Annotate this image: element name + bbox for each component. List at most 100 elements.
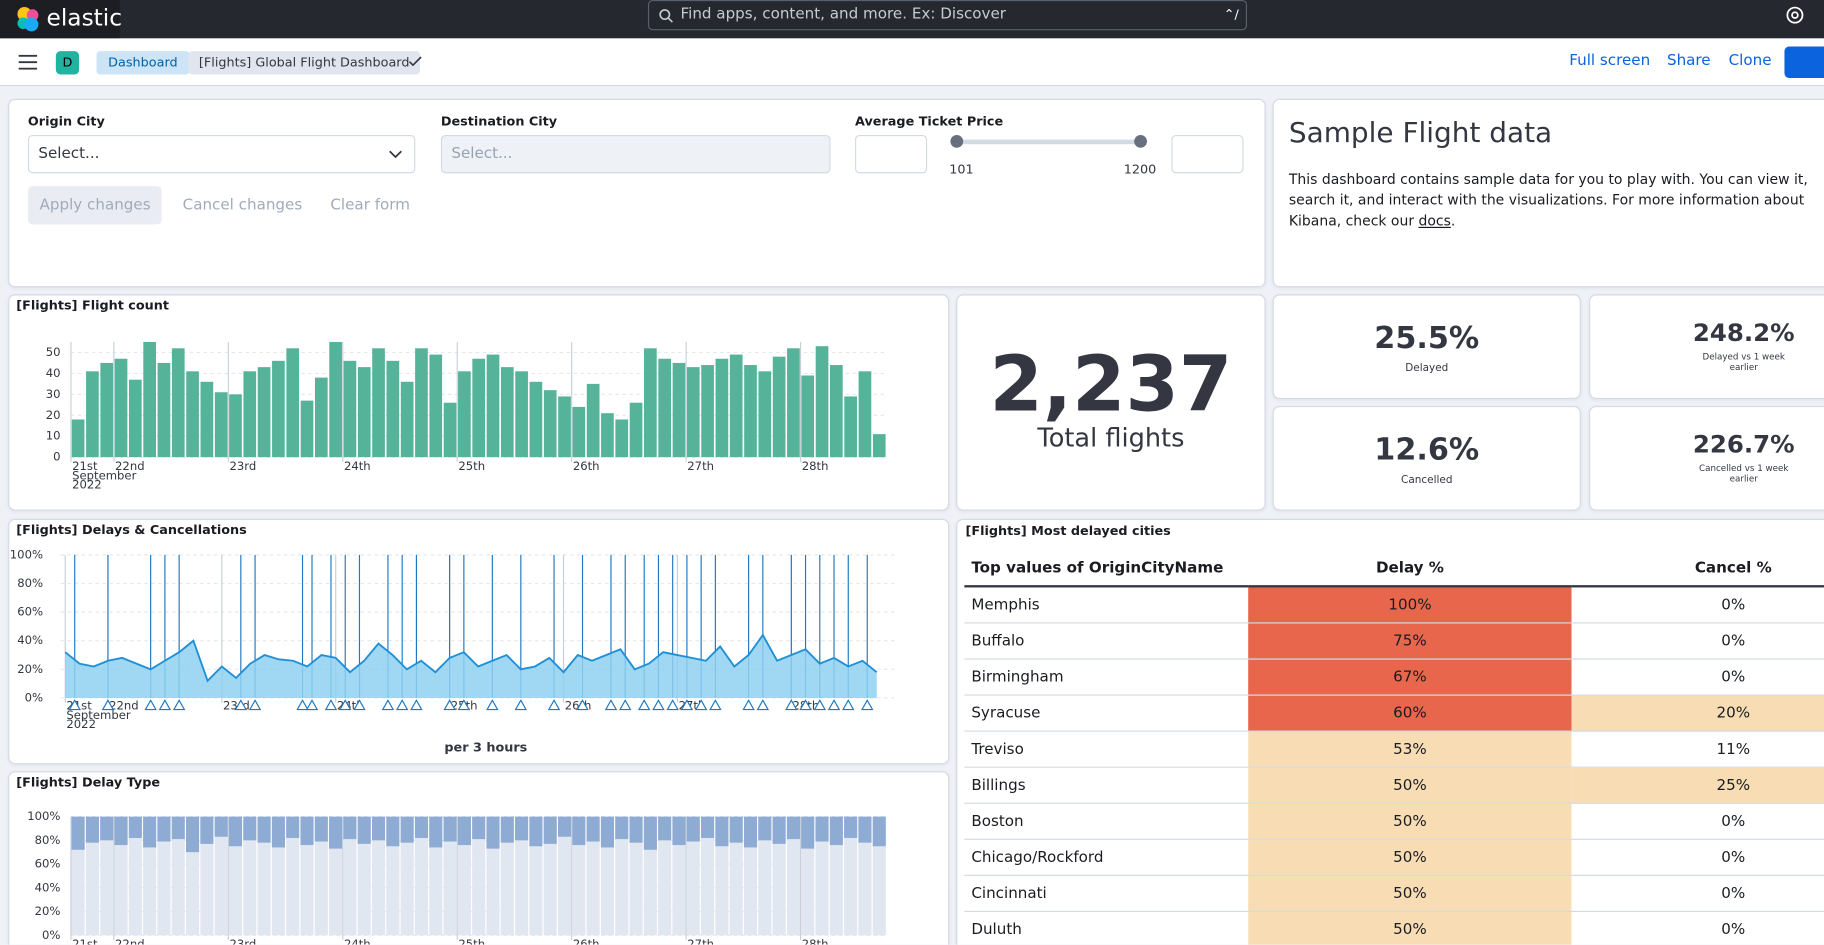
event-marker [799, 699, 812, 711]
logo-box[interactable]: elastic [0, 0, 122, 39]
y-tick-label: 100% [10, 547, 43, 561]
bar-segment [743, 847, 758, 936]
table-cell: 0% [1571, 803, 1824, 840]
y-tick-label: 60% [17, 605, 43, 619]
input[interactable] [855, 134, 928, 174]
event-marker [158, 699, 172, 711]
element [389, 150, 402, 159]
bar-segment [114, 816, 128, 846]
bar-segment [71, 816, 85, 850]
bar-segment [529, 816, 543, 847]
y-tick-label: 40% [17, 633, 43, 647]
x-sub-label: September [72, 468, 136, 482]
event-marker [144, 699, 157, 711]
breadcrumb[interactable]: Dashboard [96, 51, 190, 75]
bar-segment [414, 816, 429, 838]
bar [787, 348, 800, 458]
avatar[interactable]: D [55, 51, 80, 75]
bar-segment [772, 843, 786, 936]
table-cell: Chicago/Rockford [964, 839, 1249, 876]
select[interactable]: Select... [27, 134, 416, 174]
button[interactable]: Clear form [330, 196, 410, 215]
help-icon[interactable] [1786, 6, 1805, 25]
bar [343, 360, 357, 458]
bar-segment [500, 842, 514, 936]
bar-segment [472, 839, 486, 936]
action-link[interactable]: Clone [1728, 52, 1772, 70]
bar-segment [157, 816, 171, 842]
bar [686, 367, 700, 458]
bar [200, 381, 214, 458]
bar-segment [414, 837, 429, 936]
table-cell: Buffalo [964, 622, 1249, 660]
column-header: Delay % [1248, 550, 1572, 587]
bar-segment [786, 816, 800, 840]
input[interactable] [1171, 134, 1244, 174]
metric-panel: 12.6% Cancelled [1272, 405, 1581, 511]
bar-segment [858, 842, 872, 936]
bar-segment [572, 816, 586, 846]
x-tick-label: 23rd [229, 459, 256, 473]
bar [529, 381, 543, 458]
bar [86, 371, 99, 458]
bar-segment [357, 843, 371, 936]
table-cell: 50% [1248, 767, 1572, 804]
element [408, 56, 422, 67]
x-tick-label: 22nd [109, 699, 139, 713]
bar-segment [643, 849, 657, 936]
bar [286, 348, 300, 458]
metric-value: 248.2% [1692, 318, 1795, 347]
bar-segment [343, 839, 357, 936]
bar [558, 396, 571, 458]
bar-segment [214, 816, 228, 837]
button[interactable]: Cancel changes [182, 196, 303, 215]
event-marker [234, 699, 248, 711]
menu-icon[interactable] [18, 54, 38, 70]
event-marker [296, 699, 309, 711]
bar-segment [529, 846, 543, 936]
element [18, 54, 38, 70]
check-icon [408, 56, 422, 67]
event-marker [709, 699, 722, 711]
action-link[interactable]: Share [1666, 52, 1711, 70]
slider-thumb[interactable] [950, 134, 964, 148]
metric-value: 25.5% [1374, 321, 1480, 356]
bar [701, 365, 714, 458]
bar [772, 356, 786, 458]
bar-segment [629, 842, 643, 936]
bar [372, 348, 385, 458]
bar-segment [329, 816, 343, 849]
event-marker [827, 699, 841, 711]
bar-segment [643, 816, 657, 850]
bar-segment [672, 816, 686, 846]
event-marker [576, 699, 589, 711]
event-marker [842, 699, 855, 711]
table-cell: 53% [1248, 731, 1572, 768]
metric-label: Total flights [1037, 424, 1185, 454]
element [24, 17, 39, 32]
element: Top values of OriginCityName Delay % Cance… [964, 550, 1824, 587]
edit-button[interactable] [1784, 46, 1824, 78]
y-tick-label: 20 [46, 408, 61, 422]
search-box[interactable]: Find apps, content, and more. Ex: Discov… [647, 0, 1248, 31]
event-marker [756, 699, 770, 711]
field-label: Average Ticket Price [855, 114, 1004, 130]
button[interactable]: Apply changes [27, 186, 163, 225]
slider-track [956, 139, 1141, 145]
y-tick-label: 0% [42, 928, 60, 942]
breadcrumb: [Flights] Global Flight Dashboard [188, 51, 420, 75]
bar-segment [772, 816, 786, 844]
event-marker [547, 699, 561, 711]
action-link[interactable]: Full screen [1569, 52, 1651, 70]
bar-segment [357, 816, 371, 844]
table-row: Duluth 50% 0% [964, 911, 1824, 945]
bar-segment [429, 816, 443, 848]
bar [386, 360, 400, 458]
select[interactable]: Select... [440, 134, 831, 174]
bar-segment [257, 842, 271, 936]
bar-segment [243, 840, 257, 936]
search-icon [659, 9, 673, 23]
slider-thumb[interactable] [1134, 134, 1147, 148]
docs-link[interactable]: docs [1418, 212, 1451, 230]
